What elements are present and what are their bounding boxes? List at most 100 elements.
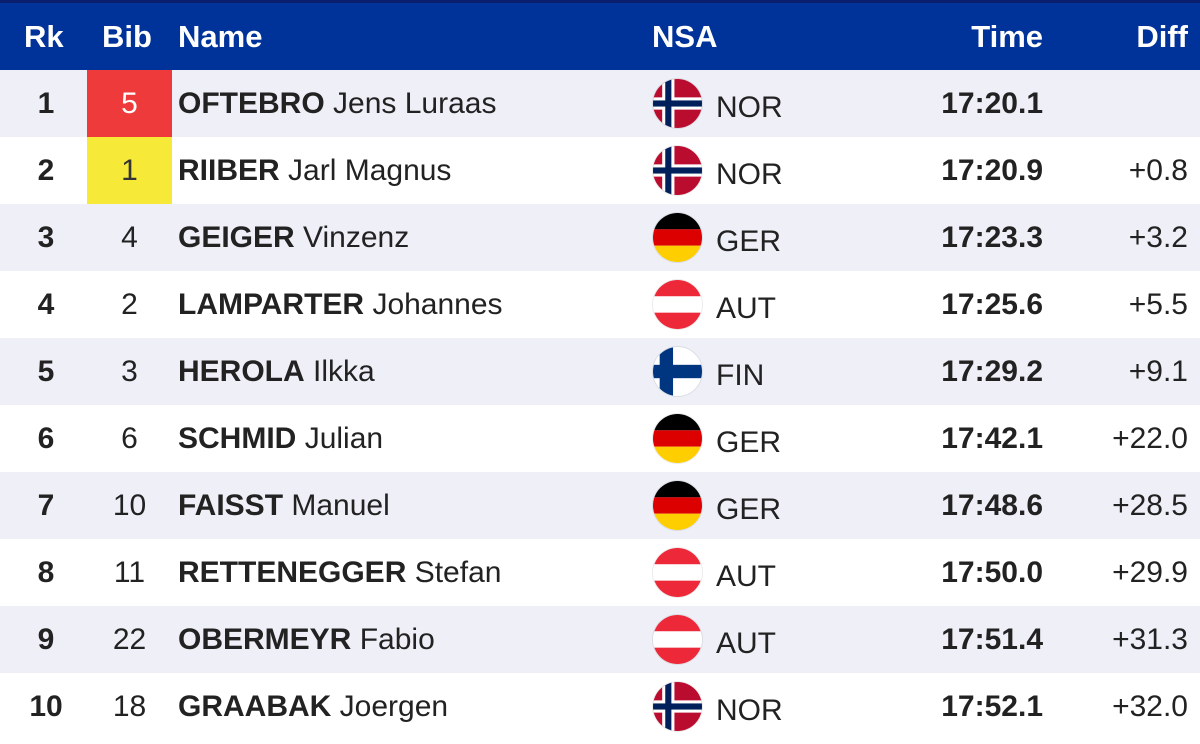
athlete-first-name: Johannes: [372, 288, 503, 321]
diff-cell: +29.9: [1112, 556, 1188, 589]
time-cell: 17:20.1: [941, 87, 1043, 120]
athlete-first-name: Jarl Magnus: [288, 154, 452, 187]
athlete-last-name: OFTEBRO: [178, 87, 325, 120]
athlete-name-link[interactable]: LAMPARTER Johannes: [178, 271, 503, 338]
austria-flag-icon: [653, 280, 702, 329]
header-nsa[interactable]: NSA: [652, 19, 718, 54]
austria-flag-icon: [653, 548, 702, 597]
athlete-name-link[interactable]: RETTENEGGER Stefan: [178, 539, 501, 606]
germany-flag-icon: [653, 481, 702, 530]
rank-cell: 5: [37, 355, 55, 388]
rank-cell: 10: [29, 690, 63, 723]
header-bib[interactable]: Bib: [102, 19, 152, 54]
bib-cell: 11: [113, 556, 146, 589]
rank-cell: 6: [37, 422, 55, 455]
nsa-code: GER: [716, 426, 782, 459]
header-diff[interactable]: Diff: [1136, 19, 1188, 54]
athlete-last-name: RIIBER: [178, 154, 280, 187]
header-rank[interactable]: Rk: [24, 19, 64, 54]
athlete-first-name: Joergen: [339, 690, 449, 723]
bib-cell: 4: [121, 221, 138, 254]
bib-cell: 2: [121, 288, 138, 321]
table-row[interactable]: 2 1 RIIBER Jarl Magnus NOR 17:20.9 +0.8: [0, 137, 1200, 204]
table-header: Rk Bib Name NSA Time Diff: [0, 0, 1200, 70]
table-row[interactable]: 1 5 OFTEBRO Jens Luraas NOR 17:20.1: [0, 70, 1200, 137]
time-cell: 17:50.0: [941, 556, 1043, 589]
rank-cell: 1: [37, 87, 55, 120]
norway-flag-icon: [653, 146, 702, 195]
athlete-last-name: RETTENEGGER: [178, 556, 407, 589]
diff-cell: +9.1: [1128, 355, 1188, 388]
athlete-first-name: Vinzenz: [303, 221, 410, 254]
athlete-first-name: Manuel: [291, 489, 390, 522]
athlete-name-link[interactable]: HEROLA Ilkka: [178, 338, 375, 405]
nsa-code: NOR: [716, 158, 783, 191]
athlete-last-name: GRAABAK: [178, 690, 332, 723]
athlete-first-name: Julian: [304, 422, 384, 455]
time-cell: 17:52.1: [941, 690, 1043, 723]
diff-cell: +0.8: [1128, 154, 1188, 187]
diff-cell: +5.5: [1128, 288, 1188, 321]
germany-flag-icon: [653, 414, 702, 463]
athlete-first-name: Ilkka: [313, 355, 375, 388]
diff-cell: +3.2: [1128, 221, 1188, 254]
rank-cell: 3: [37, 221, 55, 254]
time-cell: 17:51.4: [941, 623, 1043, 656]
time-cell: 17:23.3: [941, 221, 1043, 254]
rank-cell: 4: [37, 288, 55, 321]
time-cell: 17:48.6: [941, 489, 1043, 522]
table-row[interactable]: 8 11 RETTENEGGER Stefan AUT 17:50.0 +29.9: [0, 539, 1200, 606]
table-row[interactable]: 7 10 FAISST Manuel GER 17:48.6 +28.5: [0, 472, 1200, 539]
nsa-code: NOR: [716, 694, 783, 727]
header-name[interactable]: Name: [178, 19, 263, 54]
table-row[interactable]: 10 18 GRAABAK Joergen NOR 17:52.1 +32.0: [0, 673, 1200, 740]
diff-cell: +28.5: [1112, 489, 1188, 522]
athlete-name-link[interactable]: FAISST Manuel: [178, 472, 390, 539]
athlete-name-link[interactable]: OBERMEYR Fabio: [178, 606, 435, 673]
bib-cell: 18: [112, 690, 147, 723]
athlete-name-link[interactable]: OFTEBRO Jens Luraas: [178, 70, 496, 137]
diff-cell: +32.0: [1112, 690, 1188, 723]
bib-cell: 10: [112, 489, 147, 522]
diff-cell: +22.0: [1112, 422, 1188, 455]
nsa-code: AUT: [716, 627, 776, 660]
athlete-name-link[interactable]: SCHMID Julian: [178, 405, 383, 472]
nsa-code: AUT: [716, 560, 776, 593]
athlete-last-name: SCHMID: [178, 422, 297, 455]
athlete-name-link[interactable]: GRAABAK Joergen: [178, 673, 448, 740]
rank-cell: 7: [37, 489, 55, 522]
bib-cell: 1: [87, 137, 172, 204]
norway-flag-icon: [653, 79, 702, 128]
norway-flag-icon: [653, 682, 702, 731]
nsa-code: GER: [716, 225, 782, 258]
time-cell: 17:29.2: [941, 355, 1043, 388]
athlete-last-name: FAISST: [178, 489, 284, 522]
athlete-name-link[interactable]: GEIGER Vinzenz: [178, 204, 409, 271]
nsa-code: GER: [716, 493, 782, 526]
athlete-first-name: Jens Luraas: [333, 87, 497, 120]
table-row[interactable]: 9 22 OBERMEYR Fabio AUT 17:51.4 +31.3: [0, 606, 1200, 673]
time-cell: 17:20.9: [941, 154, 1043, 187]
table-row[interactable]: 4 2 LAMPARTER Johannes AUT 17:25.6 +5.5: [0, 271, 1200, 338]
athlete-last-name: LAMPARTER: [178, 288, 365, 321]
time-cell: 17:42.1: [941, 422, 1043, 455]
table-row[interactable]: 3 4 GEIGER Vinzenz GER 17:23.3 +3.2: [0, 204, 1200, 271]
rank-cell: 9: [37, 623, 55, 656]
athlete-first-name: Fabio: [359, 623, 435, 656]
time-cell: 17:25.6: [941, 288, 1043, 321]
table-row[interactable]: 5 3 HEROLA Ilkka FIN 17:29.2 +9.1: [0, 338, 1200, 405]
athlete-last-name: HEROLA: [178, 355, 305, 388]
athlete-last-name: GEIGER: [178, 221, 295, 254]
athlete-name-link[interactable]: RIIBER Jarl Magnus: [178, 137, 451, 204]
nsa-code: FIN: [716, 359, 765, 392]
nsa-code: AUT: [716, 292, 776, 325]
bib-cell: 3: [121, 355, 138, 388]
germany-flag-icon: [653, 213, 702, 262]
bib-cell: 22: [112, 623, 147, 656]
header-time[interactable]: Time: [971, 19, 1043, 54]
athlete-first-name: Stefan: [414, 556, 502, 589]
nsa-code: NOR: [716, 91, 783, 124]
bib-cell: 6: [121, 422, 138, 455]
finland-flag-icon: [653, 347, 702, 396]
table-row[interactable]: 6 6 SCHMID Julian GER 17:42.1 +22.0: [0, 405, 1200, 472]
